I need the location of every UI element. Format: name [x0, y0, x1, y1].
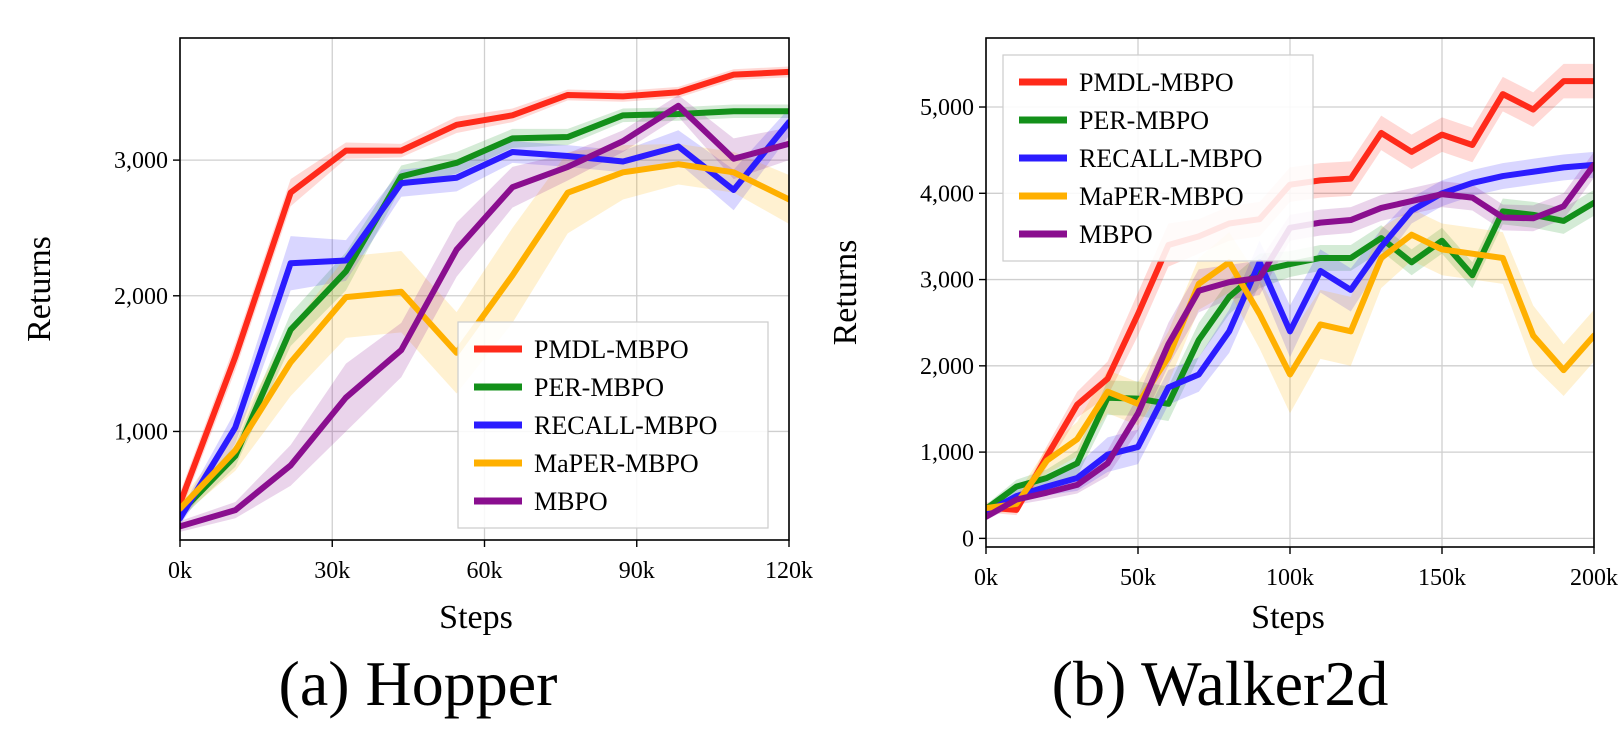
walker2d-chart: 0k 50k 100k 150k 200k 0 1,000 2,000 3,000 4,000 5,…	[827, 37, 1618, 719]
legend-label: RECALL-MBPO	[1079, 144, 1262, 173]
confidence-band	[986, 151, 1594, 521]
legend-label: PER-MBPO	[534, 373, 664, 402]
x-tick-label: 120k	[765, 558, 813, 584]
x-tick-label: 90k	[619, 558, 655, 584]
series-line-maper-mbpo	[986, 231, 1594, 512]
confidence-band	[180, 104, 789, 520]
y-axis-label: Returns	[827, 240, 864, 346]
confidence-band	[986, 151, 1594, 517]
x-tick-label: 100k	[1266, 565, 1314, 591]
x-tick-label: 0k	[168, 558, 192, 584]
y-tick-label: 4,000	[920, 181, 974, 207]
series-line-recall-mbpo	[986, 161, 1594, 516]
series-line-maper-mbpo	[180, 161, 789, 512]
x-tick-label: 200k	[1570, 565, 1618, 591]
hopper-chart: 0k 30k 60k 90k 120k 1,000 2,000 3,000 Steps Retur…	[21, 37, 813, 719]
legend-label: PMDL-MBPO	[534, 335, 689, 364]
series-line-mbpo	[180, 102, 789, 530]
x-axis-label: Steps	[439, 599, 513, 636]
y-tick-label: 5,000	[920, 95, 974, 121]
y-tick-label: 1,000	[920, 440, 974, 466]
legend-label: RECALL-MBPO	[534, 411, 717, 440]
x-axis-label: Steps	[1251, 599, 1325, 636]
legend-label: MaPER-MBPO	[534, 449, 699, 478]
legend-label: MBPO	[534, 487, 608, 516]
series-line-recall-mbpo	[180, 119, 789, 522]
series-line-per-mbpo	[986, 199, 1594, 513]
legend: PMDL-MBPO PER-MBPO RECALL-MBPO MaPER-MBPO MB…	[1002, 54, 1314, 262]
legend-label: MaPER-MBPO	[1079, 182, 1244, 211]
y-tick-label: 2,000	[114, 284, 168, 310]
legend-label: MBPO	[1079, 220, 1153, 249]
subfigure-caption: (b) Walker2d	[1052, 648, 1389, 719]
legend-label: PMDL-MBPO	[1079, 68, 1234, 97]
y-tick-label: 2,000	[920, 354, 974, 380]
y-tick-label: 0	[962, 526, 974, 552]
x-tick-label: 30k	[314, 558, 350, 584]
legend-label: PER-MBPO	[1079, 106, 1209, 135]
series-line-pmdl-mbpo	[180, 68, 789, 507]
legend: PMDL-MBPO PER-MBPO RECALL-MBPO MaPER-MBPO MB…	[457, 321, 769, 529]
y-tick-label: 1,000	[114, 419, 168, 445]
x-tick-label: 0k	[974, 565, 998, 591]
x-tick-label: 150k	[1418, 565, 1466, 591]
confidence-band	[986, 208, 1594, 513]
x-tick-label: 50k	[1120, 565, 1156, 591]
y-tick-label: 3,000	[114, 148, 168, 174]
subfigure-caption: (a) Hopper	[279, 648, 558, 719]
y-tick-label: 3,000	[920, 268, 974, 294]
y-axis-label: Returns	[21, 236, 58, 342]
confidence-band	[180, 94, 789, 532]
x-tick-label: 60k	[467, 558, 503, 584]
